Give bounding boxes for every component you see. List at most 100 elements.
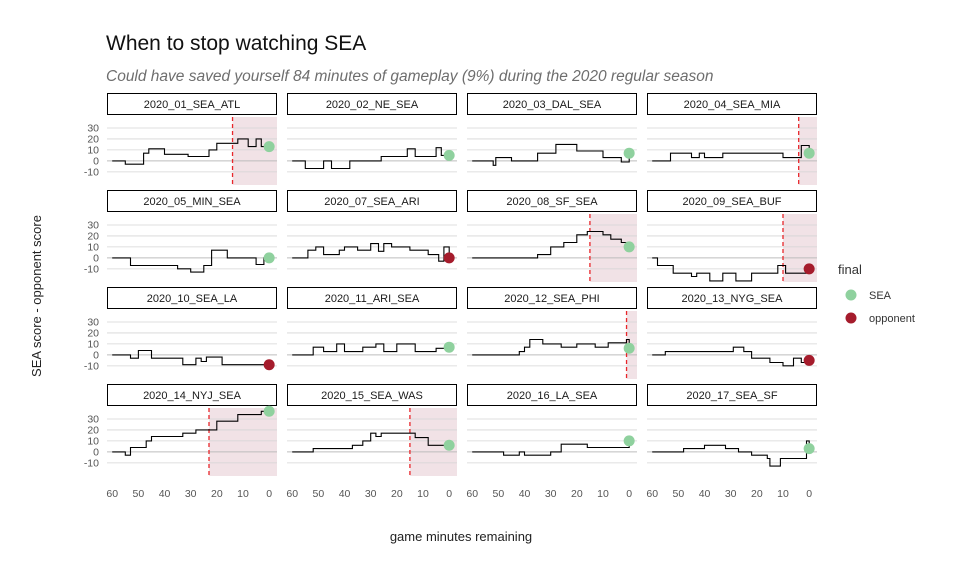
facet-strip (467, 190, 637, 212)
x-tick-label: 30 (185, 488, 197, 500)
legend-label-sea: SEA (869, 290, 892, 302)
facet-strip (467, 93, 637, 115)
facet-panel: 2020_04_SEA_MIA (647, 93, 817, 185)
x-tick-label: 20 (391, 488, 403, 500)
facet-label: 2020_17_SEA_SF (686, 390, 777, 402)
x-axis-ticks: 60 50 40 30 20 10 0 60 50 40 30 20 10 0 60 50 40 30 20 10 0 6… (106, 488, 812, 500)
x-tick-label: 60 (106, 488, 118, 500)
x-tick-label: 60 (646, 488, 658, 500)
x-tick-label: 60 (286, 488, 298, 500)
facet-label: 2020_10_SEA_LA (147, 293, 238, 305)
facet-strip (287, 93, 457, 115)
facet-strip (647, 287, 817, 309)
y-tick-label: 0 (93, 446, 99, 458)
final-score-point (263, 252, 275, 264)
final-score-point (443, 252, 455, 264)
score-diff-line (292, 243, 450, 262)
final-score-point (263, 141, 275, 153)
legend: final SEA opponent (838, 262, 915, 325)
score-diff-line (112, 349, 270, 366)
score-diff-line (112, 138, 270, 165)
facet-strip (107, 384, 277, 406)
facet-label: 2020_16_LA_SEA (507, 390, 598, 402)
final-score-point (623, 435, 635, 447)
legend-key-opponent (845, 312, 857, 324)
x-tick-label: 30 (545, 488, 557, 500)
facet-panel: 2020_12_SEA_PHI (467, 287, 637, 379)
y-tick-label: -10 (84, 360, 99, 372)
score-diff-line (292, 147, 450, 170)
x-tick-label: 50 (493, 488, 505, 500)
facet-label: 2020_15_SEA_WAS (321, 390, 423, 402)
x-tick-label: 30 (365, 488, 377, 500)
x-tick-label: 30 (725, 488, 737, 500)
score-diff-line (472, 338, 630, 356)
score-diff-line (652, 440, 810, 467)
facet-strip (287, 384, 457, 406)
x-tick-label: 0 (626, 488, 632, 500)
x-tick-label: 0 (266, 488, 272, 500)
x-tick-label: 40 (339, 488, 351, 500)
x-tick-label: 60 (466, 488, 478, 500)
score-diff-line (292, 343, 450, 356)
x-tick-label: 40 (699, 488, 711, 500)
y-tick-label: 10 (87, 435, 99, 447)
y-tick-label: 0 (93, 349, 99, 361)
y-tick-label: -10 (84, 263, 99, 275)
y-tick-label: 20 (87, 230, 99, 242)
y-tick-label: -10 (84, 166, 99, 178)
x-tick-label: 50 (313, 488, 325, 500)
x-tick-label: 40 (159, 488, 171, 500)
y-tick-label: 30 (87, 219, 99, 231)
x-tick-label: 10 (237, 488, 249, 500)
legend-label-opponent: opponent (869, 313, 915, 325)
facet-label: 2020_08_SF_SEA (506, 196, 598, 208)
score-diff-line (652, 257, 810, 282)
facet-panel: 2020_13_NYG_SEA (647, 287, 817, 367)
facet-strip (467, 384, 637, 406)
x-tick-label: 10 (417, 488, 429, 500)
final-score-point (803, 354, 815, 366)
facet-label: 2020_05_MIN_SEA (143, 196, 241, 208)
chart-title: When to stop watching SEA (106, 32, 366, 55)
x-tick-label: 10 (597, 488, 609, 500)
score-diff-line (472, 440, 630, 456)
chart-subtitle: Could have saved yourself 84 minutes of … (106, 68, 713, 85)
facet-panel: 2020_03_DAL_SEA (467, 93, 637, 173)
facet-panel: 2020_08_SF_SEA (467, 190, 637, 282)
final-score-point (803, 263, 815, 275)
facet-strip (287, 190, 457, 212)
final-score-point (443, 341, 455, 353)
y-tick-label: 30 (87, 122, 99, 134)
facet-panel: 2020_16_LA_SEA (467, 384, 637, 464)
score-diff-line (472, 143, 630, 166)
final-score-point (443, 149, 455, 161)
facet-panel: 2020_07_SEA_ARI (287, 190, 457, 270)
x-tick-label: 0 (446, 488, 452, 500)
y-tick-label: 10 (87, 144, 99, 156)
x-axis-title: game minutes remaining (390, 529, 532, 544)
y-tick-label: 20 (87, 327, 99, 339)
facet-label: 2020_07_SEA_ARI (324, 196, 419, 208)
final-score-point (263, 405, 275, 417)
score-diff-line (652, 346, 810, 367)
legend-title: final (838, 262, 862, 277)
facet-label: 2020_14_NYJ_SEA (143, 390, 242, 402)
legend-key-sea (845, 289, 857, 301)
facet-label: 2020_01_SEA_ATL (144, 99, 240, 111)
final-score-point (623, 342, 635, 354)
facet-strip (467, 287, 637, 309)
facet-panel: 2020_17_SEA_SF (647, 384, 817, 467)
facet-strip (107, 190, 277, 212)
final-score-point (623, 241, 635, 253)
y-tick-label: 10 (87, 338, 99, 350)
final-score-point (803, 443, 815, 455)
facet-panel: 2020_02_NE_SEA (287, 93, 457, 173)
y-tick-label: 20 (87, 424, 99, 436)
